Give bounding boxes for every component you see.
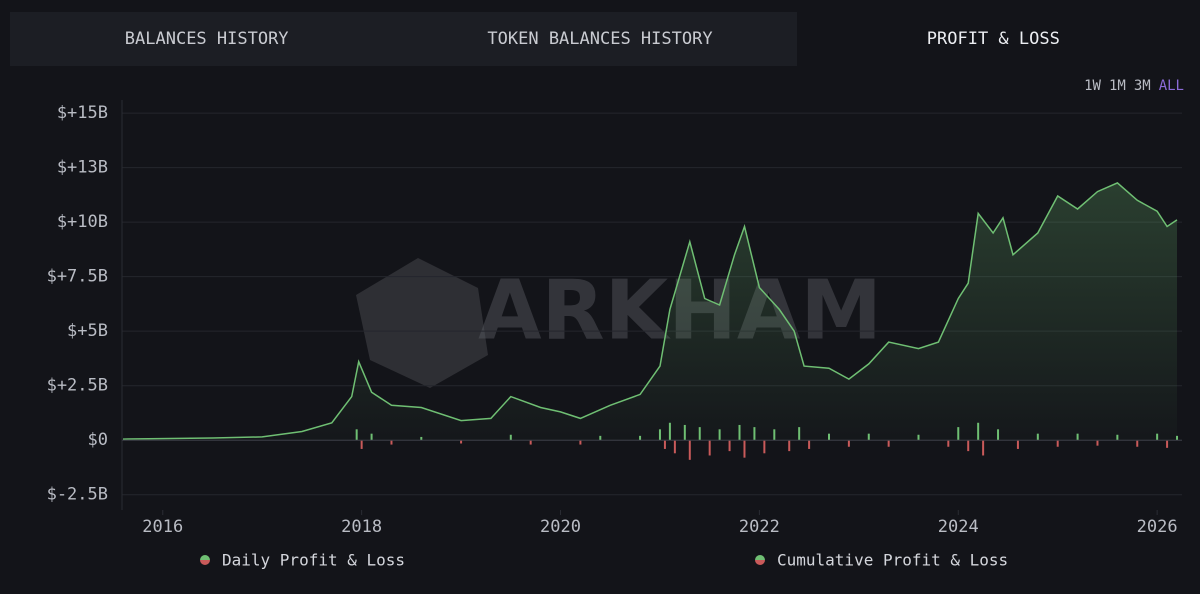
daily-bar bbox=[668, 422, 671, 441]
daily-bar bbox=[967, 440, 970, 452]
range-button[interactable]: 1M bbox=[1108, 78, 1126, 94]
legend-dot-top bbox=[755, 555, 765, 560]
daily-bar bbox=[1036, 433, 1039, 441]
watermark-logo bbox=[356, 258, 488, 388]
daily-bar bbox=[420, 436, 423, 441]
y-tick-label: $+13B bbox=[57, 158, 108, 178]
daily-bar bbox=[658, 429, 661, 441]
x-tick-label: 2016 bbox=[142, 517, 183, 537]
daily-bar bbox=[773, 429, 776, 441]
y-tick-label: $+2.5B bbox=[47, 376, 108, 396]
tab[interactable]: BALANCES HISTORY bbox=[10, 12, 404, 66]
y-tick-label: $+15B bbox=[57, 103, 108, 123]
daily-bar bbox=[698, 427, 701, 441]
daily-bar bbox=[683, 424, 686, 441]
daily-bar bbox=[977, 422, 980, 441]
daily-bar bbox=[763, 440, 766, 454]
legend-item: Cumulative Profit & Loss bbox=[755, 551, 1008, 570]
daily-bar bbox=[743, 440, 746, 458]
daily-bar bbox=[808, 440, 811, 449]
daily-bar bbox=[1166, 440, 1169, 448]
daily-bar bbox=[887, 440, 890, 447]
daily-bar bbox=[1176, 435, 1179, 441]
x-tick-label: 2020 bbox=[540, 517, 581, 537]
daily-bar bbox=[867, 433, 870, 441]
daily-bar bbox=[673, 440, 676, 454]
daily-bar bbox=[827, 433, 830, 441]
tab[interactable]: TOKEN BALANCES HISTORY bbox=[403, 12, 797, 66]
daily-bar bbox=[982, 440, 985, 456]
legend-dot-bottom bbox=[200, 560, 210, 565]
daily-bar bbox=[355, 429, 358, 441]
x-tick-label: 2022 bbox=[739, 517, 780, 537]
range-button[interactable]: 1W bbox=[1084, 78, 1101, 94]
x-tick-label: 2018 bbox=[341, 517, 382, 537]
daily-bar bbox=[1136, 440, 1139, 447]
daily-bar bbox=[579, 440, 582, 445]
daily-bar bbox=[460, 440, 463, 444]
daily-bar bbox=[718, 429, 721, 441]
legend-dot-bottom bbox=[755, 560, 765, 565]
daily-bar bbox=[599, 435, 602, 441]
tab-bar: BALANCES HISTORY TOKEN BALANCES HISTORY PR… bbox=[10, 12, 1190, 66]
range-button[interactable]: 3M bbox=[1133, 78, 1151, 94]
daily-bar bbox=[688, 440, 691, 460]
daily-bar bbox=[947, 440, 950, 447]
y-tick-label: $+10B bbox=[57, 212, 108, 232]
y-tick-label: $0 bbox=[88, 430, 108, 450]
y-tick-label: $+7.5B bbox=[47, 267, 108, 287]
daily-bar bbox=[708, 440, 711, 456]
daily-bar bbox=[1016, 440, 1019, 449]
legend-label: Cumulative Profit & Loss bbox=[777, 551, 1008, 570]
daily-bar bbox=[728, 440, 731, 452]
daily-bar bbox=[663, 440, 666, 449]
y-tick-label: $+5B bbox=[67, 321, 108, 341]
tab[interactable]: PROFIT & LOSS bbox=[796, 12, 1190, 66]
daily-bar bbox=[1116, 434, 1119, 441]
daily-bar bbox=[1076, 433, 1079, 441]
daily-bar bbox=[390, 440, 393, 445]
daily-bar bbox=[1056, 440, 1059, 447]
daily-bar bbox=[370, 433, 373, 441]
daily-bar bbox=[529, 440, 532, 445]
daily-bar bbox=[360, 440, 363, 449]
daily-bar bbox=[917, 434, 920, 441]
range-button[interactable]: ALL bbox=[1158, 78, 1184, 94]
daily-bar bbox=[1096, 440, 1099, 446]
y-tick-label: $-2.5B bbox=[47, 485, 108, 505]
daily-bar bbox=[509, 434, 512, 441]
daily-bar bbox=[788, 440, 791, 452]
cumulative-line bbox=[122, 182, 1178, 440]
legend-item: Daily Profit & Loss bbox=[200, 551, 405, 570]
daily-bar bbox=[798, 427, 801, 441]
x-tick-label: 2024 bbox=[938, 517, 979, 537]
daily-bar bbox=[957, 427, 960, 441]
legend-label: Daily Profit & Loss bbox=[222, 551, 405, 570]
x-tick-label: 2026 bbox=[1137, 517, 1178, 537]
daily-bar bbox=[738, 424, 741, 441]
daily-bar bbox=[847, 440, 850, 447]
range-selector: 1W 1M 3M ALL bbox=[1084, 78, 1184, 94]
daily-bar bbox=[997, 429, 1000, 441]
daily-bar bbox=[1156, 433, 1159, 441]
daily-bar bbox=[753, 427, 756, 441]
daily-bar bbox=[639, 435, 642, 441]
legend-dot-top bbox=[200, 555, 210, 560]
area-fill bbox=[122, 182, 1178, 441]
